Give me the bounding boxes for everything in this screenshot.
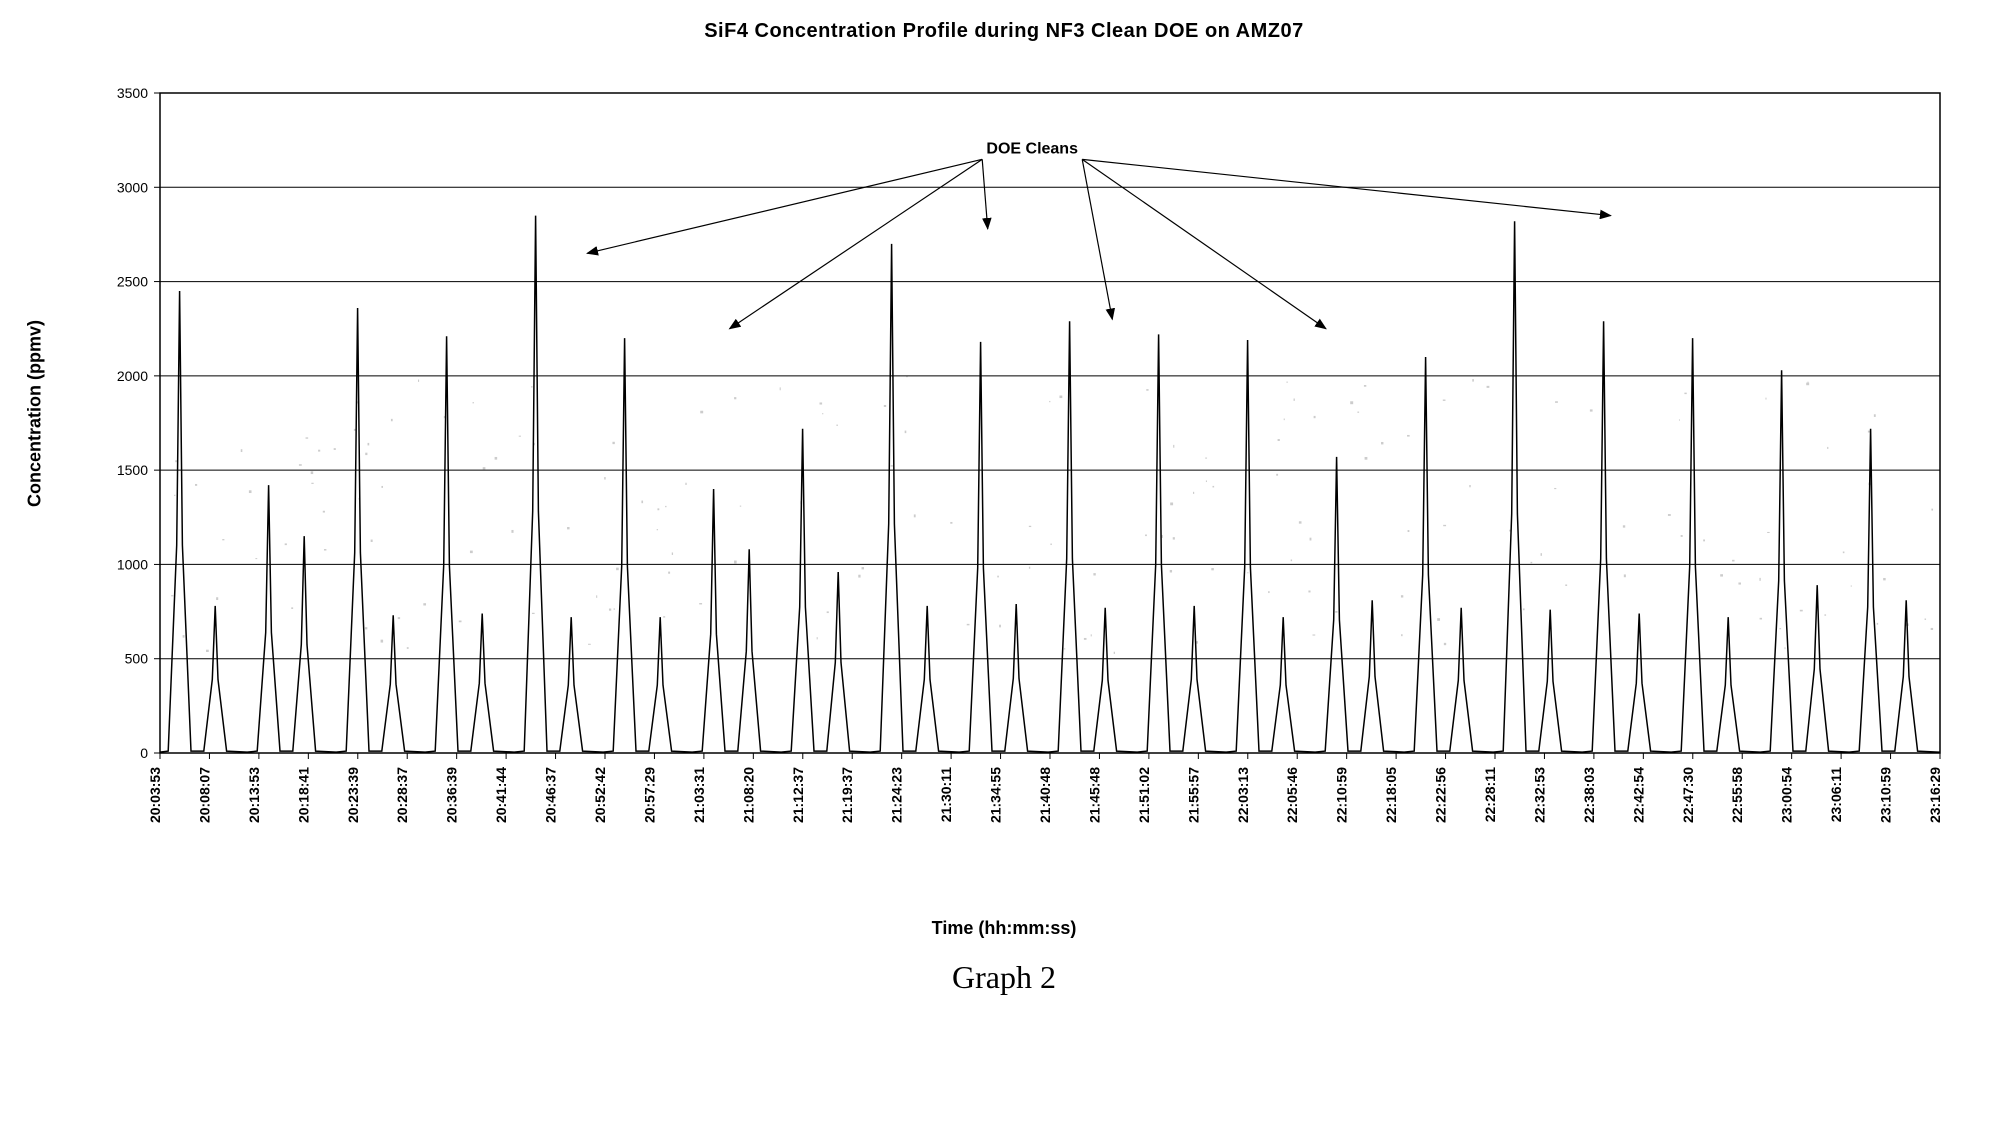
svg-text:21:03:31: 21:03:31 [691,767,707,823]
svg-text:20:23:39: 20:23:39 [345,767,361,823]
svg-text:22:38:03: 22:38:03 [1581,767,1597,823]
svg-text:21:19:37: 21:19:37 [839,767,855,823]
svg-text:21:51:02: 21:51:02 [1136,767,1152,823]
svg-text:21:24:23: 21:24:23 [889,767,905,823]
svg-text:21:40:48: 21:40:48 [1037,767,1053,823]
svg-text:23:10:59: 23:10:59 [1878,767,1894,823]
svg-text:22:47:30: 22:47:30 [1680,767,1696,823]
svg-text:1500: 1500 [117,462,148,478]
svg-text:3500: 3500 [117,85,148,101]
svg-text:23:06:11: 23:06:11 [1828,767,1844,822]
svg-text:20:36:39: 20:36:39 [444,767,460,823]
svg-text:22:28:11: 22:28:11 [1482,767,1498,822]
concentration-line [160,216,1940,753]
y-axis-label: Concentration (ppmv) [25,320,46,507]
svg-text:21:08:20: 21:08:20 [740,767,756,823]
x-axis-label: Time (hh:mm:ss) [20,918,1988,939]
annotation-arrow [587,159,982,253]
svg-text:22:42:54: 22:42:54 [1630,767,1646,823]
chart-svg: 0 500 1000 1500 2000 2500 3000 3500 20:03:53 20:0… [20,63,1980,913]
svg-text:3000: 3000 [117,179,148,195]
annotation-arrow [982,159,988,228]
svg-text:21:34:55: 21:34:55 [988,767,1004,823]
svg-text:20:46:37: 20:46:37 [543,767,559,823]
svg-text:20:13:53: 20:13:53 [246,767,262,823]
svg-text:22:18:05: 22:18:05 [1383,767,1399,823]
chart-area: Concentration (ppmv) 0 500 1000 1500 2000 250… [20,63,1988,913]
svg-text:23:16:29: 23:16:29 [1927,767,1943,823]
svg-text:20:28:37: 20:28:37 [394,767,410,823]
svg-text:500: 500 [125,651,149,667]
svg-text:20:08:07: 20:08:07 [196,767,212,823]
svg-text:20:52:42: 20:52:42 [592,767,608,823]
svg-text:21:12:37: 21:12:37 [790,767,806,823]
svg-text:22:55:58: 22:55:58 [1729,767,1745,823]
svg-text:22:22:56: 22:22:56 [1433,767,1449,823]
chart-title: SiF4 Concentration Profile during NF3 Cl… [20,20,1988,43]
annotation-arrow [730,159,983,328]
svg-text:22:32:53: 22:32:53 [1531,767,1547,823]
svg-text:2500: 2500 [117,274,148,290]
svg-text:20:41:44: 20:41:44 [493,767,509,823]
svg-text:21:30:11: 21:30:11 [938,767,954,822]
svg-text:20:03:53: 20:03:53 [147,767,163,823]
annotation-arrow [1082,159,1112,319]
graph-label: Graph 2 [20,959,1988,996]
svg-text:22:03:13: 22:03:13 [1235,767,1251,823]
annotation-arrow [1082,159,1326,328]
annotation-label: DOE Cleans [986,140,1078,157]
svg-text:20:18:41: 20:18:41 [295,767,311,823]
svg-text:21:45:48: 21:45:48 [1086,767,1102,823]
svg-text:2000: 2000 [117,368,148,384]
svg-text:1000: 1000 [117,556,148,572]
svg-text:22:05:46: 22:05:46 [1284,767,1300,823]
chart-container: SiF4 Concentration Profile during NF3 Cl… [20,20,1988,1101]
svg-text:20:57:29: 20:57:29 [641,767,657,823]
svg-text:0: 0 [140,745,148,761]
svg-text:23:00:54: 23:00:54 [1779,767,1795,823]
svg-text:22:10:59: 22:10:59 [1334,767,1350,823]
svg-text:21:55:57: 21:55:57 [1185,767,1201,823]
